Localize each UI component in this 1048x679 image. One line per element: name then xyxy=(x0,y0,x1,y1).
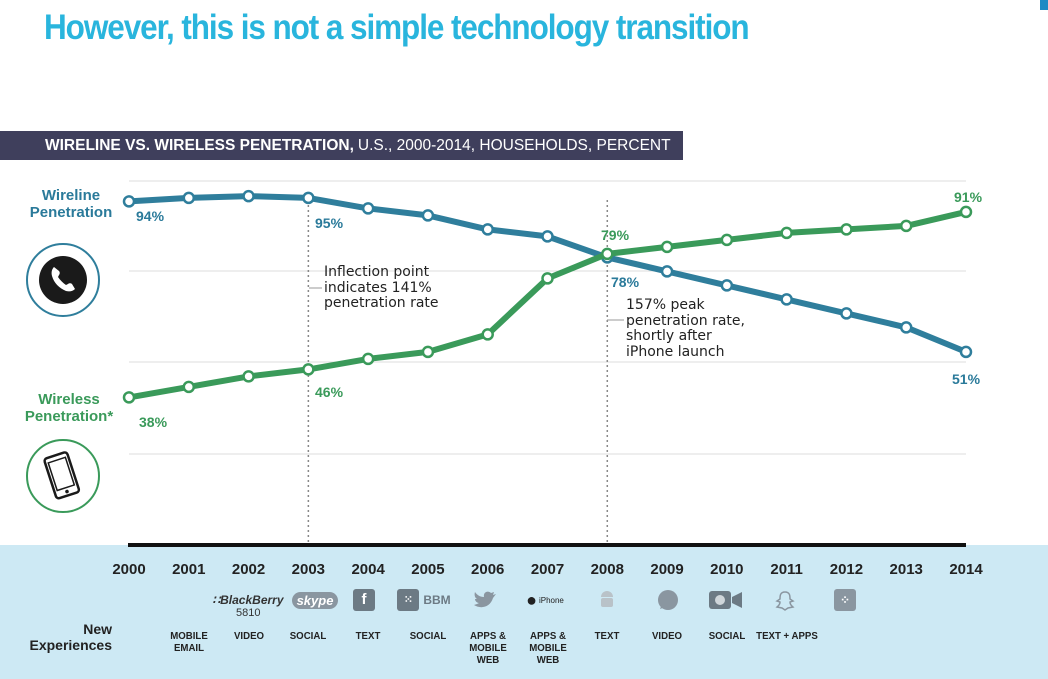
wireless-point-2013 xyxy=(899,219,913,233)
wireless-point-2007 xyxy=(541,272,554,285)
wireline-point-2012 xyxy=(840,307,853,320)
wireless-point-2006 xyxy=(481,328,494,341)
experience-label-2005: SOCIAL xyxy=(409,630,447,642)
page-title: However, this is not a simple technology… xyxy=(44,8,750,47)
wireline-point-2000 xyxy=(122,195,136,208)
wireline-point-2007 xyxy=(541,230,554,243)
wireless-penetration-label: Wireless Penetration* xyxy=(24,391,114,425)
wireline-point-2004 xyxy=(361,202,375,215)
x-tick-2013: 2013 xyxy=(889,561,923,578)
x-tick-2011: 2011 xyxy=(770,561,803,578)
wireless-point-2002 xyxy=(242,370,255,383)
wireless-point-2003 xyxy=(302,363,315,376)
experience-label-2004: TEXT xyxy=(355,630,381,642)
x-axis-line xyxy=(128,543,966,547)
wireless-label-2008: 79% xyxy=(601,227,630,243)
x-tick-2012: 2012 xyxy=(829,561,864,578)
android-icon xyxy=(596,589,618,611)
wireline-point-2006 xyxy=(481,223,494,236)
experience-label-2006: APPS & MOBILE WEB xyxy=(468,630,507,666)
experience-label-2010: SOCIAL xyxy=(708,630,746,642)
facetime-icon xyxy=(707,589,745,611)
iphone-apple-icon: ● iPhone xyxy=(526,589,564,610)
twitter-icon xyxy=(470,589,500,611)
experience-label-2009: VIDEO xyxy=(652,630,683,642)
peak-annotation: 157% peak penetration rate, shortly afte… xyxy=(626,297,745,360)
wireless-point-2001 xyxy=(182,380,196,394)
blackberry-logo-icon: ∷BlackBerry xyxy=(212,593,284,607)
wireless-point-2011 xyxy=(780,226,793,240)
wireless-point-2009 xyxy=(660,240,674,254)
blackberry-model: 5810 xyxy=(236,607,261,619)
wireline-point-2013 xyxy=(899,321,913,334)
phone-handset-icon xyxy=(26,243,100,317)
snapchat-icon xyxy=(774,589,796,611)
wireline-point-2014 xyxy=(959,345,973,359)
wireline-point-2002 xyxy=(242,189,255,203)
wireless-label-2003: 46% xyxy=(315,384,344,400)
timeline-band xyxy=(0,545,1048,679)
wireless-label-2000: 38% xyxy=(139,414,168,430)
blackberry-logo-text: BlackBerry xyxy=(220,593,284,607)
wireline-point-2009 xyxy=(660,265,674,278)
x-tick-2008: 2008 xyxy=(590,561,624,578)
wireline-label-2003: 95% xyxy=(315,215,344,231)
new-experiences-label: New Experiences xyxy=(29,621,113,653)
skype-logo-icon: skype xyxy=(290,589,340,611)
skype-logo-text: skype xyxy=(291,591,339,609)
whatsapp-icon xyxy=(655,589,681,611)
x-tick-2009: 2009 xyxy=(650,561,684,578)
experience-label-2002: VIDEO xyxy=(233,630,264,642)
wireless-point-2008 xyxy=(601,247,614,261)
wireline-point-2003 xyxy=(302,191,315,205)
bbm-logo-text: BBM xyxy=(423,593,451,607)
wechat-icon: ⁘ xyxy=(832,589,858,611)
x-tick-2002: 2002 xyxy=(231,561,266,578)
wireline-penetration-label: Wireline Penetration xyxy=(29,187,113,221)
x-tick-2007: 2007 xyxy=(530,561,565,578)
corner-accent xyxy=(1040,0,1048,10)
experience-label-2008: TEXT xyxy=(594,630,620,642)
wireline-label-2014: 51% xyxy=(952,371,981,387)
wireline-point-2011 xyxy=(780,293,793,306)
facebook-icon: f xyxy=(353,589,375,611)
x-tick-2010: 2010 xyxy=(710,561,744,578)
wireless-point-2005 xyxy=(421,345,435,359)
experience-label-2001: MOBILE EMAIL xyxy=(169,630,208,654)
experience-label-2003: SOCIAL xyxy=(290,630,327,642)
wireless-point-2000 xyxy=(122,391,136,404)
x-tick-2014: 2014 xyxy=(949,561,983,578)
wireless-point-2010 xyxy=(720,233,734,247)
x-tick-2000: 2000 xyxy=(112,561,146,578)
x-tick-2006: 2006 xyxy=(471,561,505,578)
experience-label-2011: TEXT + APPS xyxy=(755,630,818,642)
inflection-annotation: Inflection point indicates 141% penetrat… xyxy=(324,264,439,311)
x-tick-2003: 2003 xyxy=(291,561,326,578)
wireline-label-2008: 78% xyxy=(611,274,640,290)
iphone-logo-text: iPhone xyxy=(538,595,564,605)
chart-title-bold: WIRELINE VS. WIRELESS PENETRATION, xyxy=(45,137,354,154)
wireline-label-2000: 94% xyxy=(136,208,165,224)
smartphone-icon xyxy=(26,439,100,513)
experience-label-2007: APPS & MOBILE WEB xyxy=(528,630,567,666)
chart-title-rest: U.S., 2000-2014, HOUSEHOLDS, PERCENT xyxy=(357,137,671,154)
x-tick-2001: 2001 xyxy=(172,561,206,578)
wireline-point-2001 xyxy=(182,191,196,205)
wireless-point-2012 xyxy=(840,223,853,236)
wireless-label-2014: 91% xyxy=(954,189,983,205)
chart-title-banner: WIRELINE VS. WIRELESS PENETRATION, U.S., … xyxy=(0,131,683,160)
wireless-point-2014 xyxy=(959,205,973,219)
x-tick-2004: 2004 xyxy=(351,561,385,578)
x-tick-2005: 2005 xyxy=(411,561,445,578)
wireless-point-2004 xyxy=(361,352,375,366)
wireline-point-2005 xyxy=(421,209,435,222)
wireline-point-2010 xyxy=(720,279,734,292)
bbm-icon: ⁙ BBM xyxy=(392,589,456,611)
